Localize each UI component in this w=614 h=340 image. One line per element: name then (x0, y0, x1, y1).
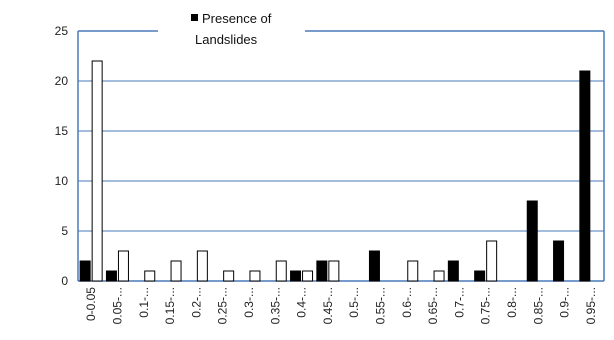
x-tick-label: 0.2-... (189, 287, 203, 318)
x-tick-label: 0.4-... (295, 287, 309, 318)
bar-presence-0 (79, 260, 91, 282)
x-tick-label: 0-0.05 (84, 287, 98, 321)
bar-absence-5 (223, 270, 235, 282)
x-axis-ticks: 0-0.05 0.05-... 0.1-... 0.15-... 0.2-... 0.25… (84, 287, 598, 325)
bar-absence-15 (486, 240, 498, 282)
bar-presence-11 (368, 250, 380, 282)
legend-swatch-presence (191, 14, 198, 21)
x-tick-label: 0.7-... (452, 287, 466, 318)
gridlines (77, 30, 605, 282)
x-tick-label: 0.45-... (321, 287, 335, 324)
x-tick-label: 0.15-... (163, 287, 177, 324)
bar-absence-8 (302, 270, 314, 282)
bar-presence-8 (290, 270, 302, 282)
bar-absence-13 (433, 270, 445, 282)
x-tick-label: 0.8-... (505, 287, 519, 318)
bar-presence-1 (105, 270, 117, 282)
bar-absence-3 (170, 260, 182, 282)
bar-presence-18 (553, 240, 565, 282)
x-tick-label: 0.5-... (347, 287, 361, 318)
x-tick-label: 0.35-... (268, 287, 282, 324)
x-tick-label: 0.3-... (242, 287, 256, 318)
y-tick-label: 0 (61, 274, 68, 288)
x-tick-label: 0.05-... (110, 287, 124, 324)
bar-absence-2 (144, 270, 156, 282)
bar-absence-12 (407, 260, 419, 282)
bar-presence-19 (579, 70, 591, 282)
legend: Presence of Landslides (158, 8, 305, 54)
x-tick-label: 0.85-... (531, 287, 545, 324)
x-tick-label: 0.9-... (558, 287, 572, 318)
bar-presence-15 (474, 270, 486, 282)
x-tick-label: 0.65-... (426, 287, 440, 324)
y-tick-label: 25 (55, 24, 69, 38)
bar-absence-4 (196, 250, 208, 282)
y-axis-ticks: 0 5 10 15 20 25 (55, 24, 69, 288)
x-tick-label: 0.1-... (137, 287, 151, 318)
legend-label-line1: Presence of (202, 11, 272, 26)
bar-presence-9 (316, 260, 328, 282)
y-tick-label: 15 (55, 124, 69, 138)
x-tick-label: 0.55-... (373, 287, 387, 324)
bar-presence-14 (447, 260, 459, 282)
bar-absence-0 (91, 60, 103, 282)
x-tick-label: 0.6-... (400, 287, 414, 318)
bar-absence-7 (275, 260, 287, 282)
bar-presence-17 (526, 200, 538, 282)
y-tick-label: 5 (61, 224, 68, 238)
legend-label-line2: Landslides (195, 32, 258, 47)
x-tick-label: 0.25-... (216, 287, 230, 324)
bar-absence-6 (249, 270, 261, 282)
y-tick-label: 10 (55, 174, 69, 188)
bars (79, 60, 591, 282)
x-tick-label: 0.75-... (479, 287, 493, 324)
legend-background (158, 8, 305, 54)
x-tick-label: 0.95-... (584, 287, 598, 324)
bar-absence-1 (117, 250, 129, 282)
y-tick-label: 20 (55, 74, 69, 88)
bar-absence-9 (328, 260, 340, 282)
